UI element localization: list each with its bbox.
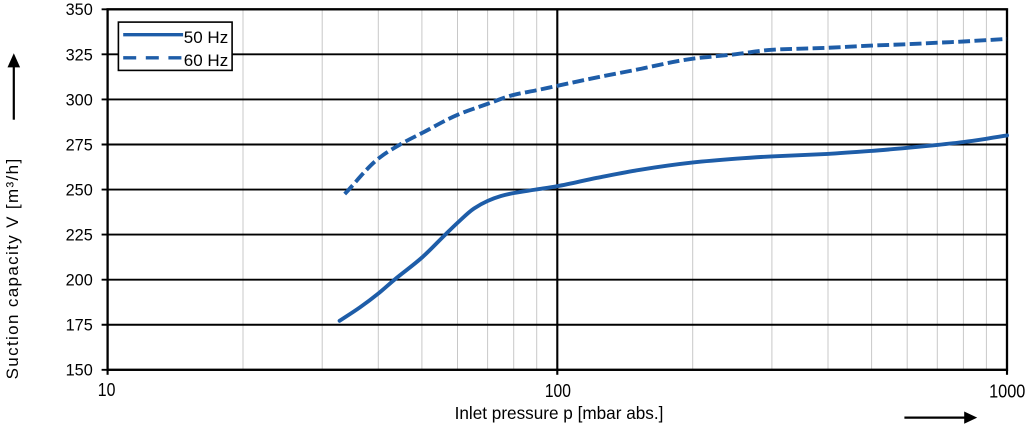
- svg-text:Suction capacity V [m³/h]: Suction capacity V [m³/h]: [3, 159, 22, 380]
- svg-text:325: 325: [66, 46, 93, 64]
- svg-text:275: 275: [66, 136, 93, 154]
- svg-text:Inlet pressure p [mbar abs.]: Inlet pressure p [mbar abs.]: [455, 403, 664, 423]
- svg-text:100: 100: [545, 380, 571, 401]
- svg-text:225: 225: [66, 227, 93, 245]
- svg-text:200: 200: [66, 272, 93, 290]
- svg-text:300: 300: [66, 91, 93, 109]
- svg-text:350: 350: [66, 1, 93, 19]
- svg-text:10: 10: [98, 379, 116, 400]
- svg-text:50 Hz: 50 Hz: [184, 28, 228, 47]
- svg-text:150: 150: [66, 362, 93, 380]
- svg-text:1000: 1000: [989, 380, 1025, 401]
- svg-text:175: 175: [66, 317, 93, 335]
- svg-text:60 Hz: 60 Hz: [184, 51, 228, 70]
- svg-text:250: 250: [66, 182, 93, 200]
